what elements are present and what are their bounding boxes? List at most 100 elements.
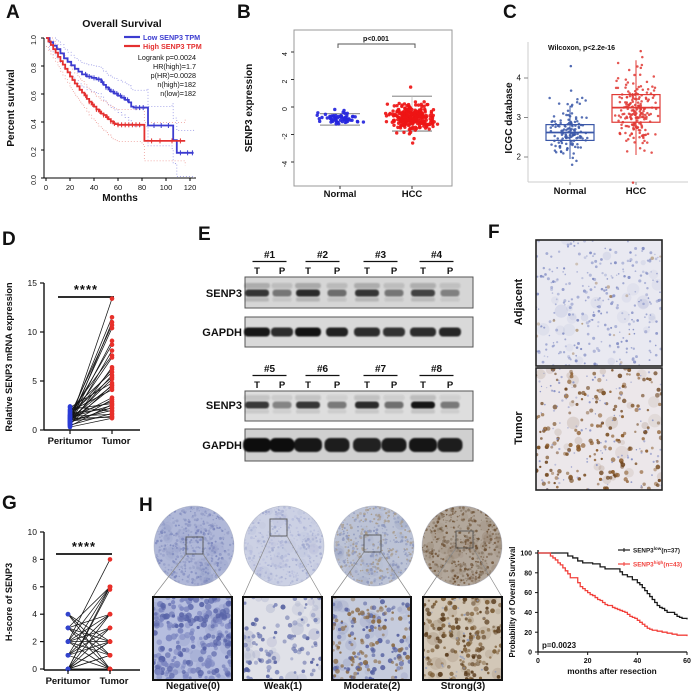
svg-text:2: 2 xyxy=(32,637,37,647)
panel-g-label: G xyxy=(2,493,17,514)
svg-text:#5: #5 xyxy=(264,364,276,375)
panel-f-ihc-images xyxy=(535,239,663,491)
svg-text:100: 100 xyxy=(520,551,532,558)
svg-text:SENP3low(n=37): SENP3low(n=37) xyxy=(633,546,680,554)
svg-text:6: 6 xyxy=(32,582,37,592)
svg-text:80: 80 xyxy=(524,570,532,577)
svg-text:n(low)=182: n(low)=182 xyxy=(160,89,196,98)
svg-text:Tumor: Tumor xyxy=(102,436,131,447)
ihc-score-moderate-label: Moderate(2) xyxy=(343,681,401,691)
svg-text:GAPDH: GAPDH xyxy=(202,440,242,452)
svg-text:P: P xyxy=(391,266,398,277)
svg-text:120: 120 xyxy=(184,183,197,192)
panel-a-label: A xyxy=(6,2,20,23)
panel-f-adjacent-label: Adjacent xyxy=(513,278,525,326)
panel-c-label: C xyxy=(503,2,517,23)
svg-text:40: 40 xyxy=(90,183,98,192)
svg-text:2: 2 xyxy=(517,153,522,162)
svg-text:0.6: 0.6 xyxy=(31,91,38,101)
svg-text:P: P xyxy=(334,266,341,277)
svg-text:0: 0 xyxy=(32,425,37,435)
svg-text:10: 10 xyxy=(28,527,38,537)
panel-c-boxplot: 2 3 4 Wilcoxon, p<2.2e-16 ICGC database Norma… xyxy=(504,42,688,197)
svg-text:#6: #6 xyxy=(317,364,329,375)
svg-text:60: 60 xyxy=(114,183,122,192)
svg-text:60: 60 xyxy=(683,658,691,665)
svg-text:P: P xyxy=(279,266,286,277)
panel-d-paired-plot: 0 5 10 15 Relative SENP3 mRNA expression ****… xyxy=(4,278,140,447)
svg-text:T: T xyxy=(305,266,311,277)
svg-text:#1: #1 xyxy=(264,250,276,261)
panel-a-km-plot: 1.0 0.8 0.6 0.4 0.2 0.0 0 20 40 60 80 100 120 Months P… xyxy=(6,18,202,204)
svg-text:4: 4 xyxy=(282,52,289,56)
panel-b-scatter-plot: 4 2 0 -2 -4 p<0.001 SENP3 expression Normal HCC xyxy=(244,29,453,200)
svg-text:H-score of SENP3: H-score of SENP3 xyxy=(4,563,14,641)
svg-text:P: P xyxy=(391,380,398,391)
svg-text:p=0.0023: p=0.0023 xyxy=(542,641,577,650)
svg-text:20: 20 xyxy=(66,183,74,192)
panel-h-ihc-and-km: 0 20 40 60 80 100 0 20 40 60 months after resectio… xyxy=(152,505,691,681)
svg-text:P: P xyxy=(447,380,454,391)
svg-text:0.4: 0.4 xyxy=(31,119,38,129)
svg-text:#2: #2 xyxy=(317,250,329,261)
svg-text:-4: -4 xyxy=(282,161,289,167)
svg-text:4: 4 xyxy=(517,74,522,83)
svg-text:HCC: HCC xyxy=(402,189,423,200)
svg-text:T: T xyxy=(364,380,370,391)
svg-text:p<0.001: p<0.001 xyxy=(363,36,389,43)
svg-text:SENP3high(n=43): SENP3high(n=43) xyxy=(633,560,682,568)
panel-h-label: H xyxy=(139,495,153,516)
svg-text:1.0: 1.0 xyxy=(31,35,38,45)
svg-text:0: 0 xyxy=(282,107,289,111)
svg-text:20: 20 xyxy=(584,658,592,665)
svg-text:0: 0 xyxy=(44,183,48,192)
svg-text:0: 0 xyxy=(32,664,37,674)
svg-text:****: **** xyxy=(74,282,98,297)
svg-text:2: 2 xyxy=(282,79,289,83)
svg-text:Wilcoxon, p<2.2e-16: Wilcoxon, p<2.2e-16 xyxy=(548,45,615,52)
svg-text:Probability of Overall Surviva: Probability of Overall Survival xyxy=(508,547,517,658)
svg-text:4: 4 xyxy=(32,609,37,619)
svg-text:Months: Months xyxy=(102,193,138,204)
svg-text:#3: #3 xyxy=(375,250,387,261)
ihc-score-weak-label: Weak(1) xyxy=(263,681,303,691)
svg-text:HR(high)=1.7: HR(high)=1.7 xyxy=(153,62,196,71)
svg-text:Overall Survival: Overall Survival xyxy=(82,18,161,30)
svg-text:Logrank p=0.0024: Logrank p=0.0024 xyxy=(138,53,196,62)
svg-text:Normal: Normal xyxy=(554,186,587,197)
svg-text:40: 40 xyxy=(633,658,641,665)
svg-text:P: P xyxy=(447,266,454,277)
svg-text:#8: #8 xyxy=(431,364,443,375)
svg-text:#4: #4 xyxy=(431,250,443,261)
svg-text:-2: -2 xyxy=(282,133,289,139)
svg-text:8: 8 xyxy=(32,554,37,564)
svg-text:10: 10 xyxy=(28,327,38,337)
ihc-score-strong-label: Strong(3) xyxy=(440,681,486,691)
panel-f-tumor-label: Tumor xyxy=(513,411,525,445)
panel-e-western-blot: #1 #2 #3 #4 T P T P T P T P SENP3 GAPDH #5 #6 #7 #8 T P T P T P… xyxy=(202,250,474,462)
svg-text:0.0: 0.0 xyxy=(31,175,38,185)
svg-text:ICGC database: ICGC database xyxy=(504,82,515,154)
svg-text:months after resection: months after resection xyxy=(567,666,656,676)
svg-text:Peritumor: Peritumor xyxy=(46,676,91,687)
svg-text:0: 0 xyxy=(528,650,532,657)
ihc-score-negative-label: Negative(0) xyxy=(166,681,220,691)
svg-text:0.2: 0.2 xyxy=(31,147,38,157)
svg-text:SENP3 expression: SENP3 expression xyxy=(244,64,255,152)
svg-text:40: 40 xyxy=(524,610,532,617)
svg-text:High SENP3 TPM: High SENP3 TPM xyxy=(143,42,202,51)
svg-text:0: 0 xyxy=(536,658,540,665)
svg-text:T: T xyxy=(305,380,311,391)
svg-text:Normal: Normal xyxy=(324,189,357,200)
svg-text:Low SENP3 TPM: Low SENP3 TPM xyxy=(143,33,200,42)
svg-text:T: T xyxy=(420,380,426,391)
svg-text:SENP3: SENP3 xyxy=(206,288,242,300)
svg-text:****: **** xyxy=(72,539,96,554)
panel-b-label: B xyxy=(237,2,251,23)
svg-text:5: 5 xyxy=(32,376,37,386)
svg-text:80: 80 xyxy=(138,183,146,192)
panel-d-label: D xyxy=(2,229,16,250)
svg-text:P: P xyxy=(279,380,286,391)
svg-text:GAPDH: GAPDH xyxy=(202,327,242,339)
svg-text:Tumor: Tumor xyxy=(100,676,129,687)
